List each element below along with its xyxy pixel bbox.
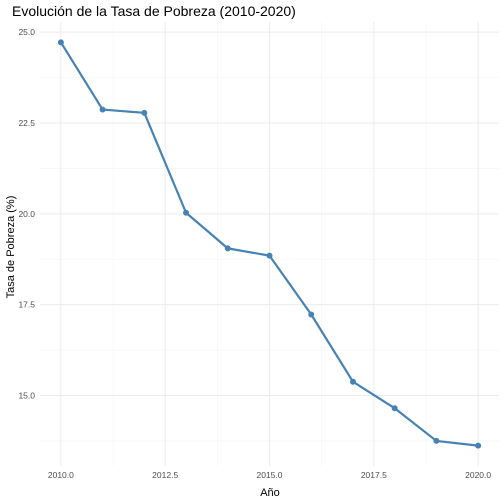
data-point	[475, 442, 482, 449]
y-tick-label: 25.0	[18, 27, 35, 37]
data-point	[349, 378, 356, 385]
data-point	[266, 252, 273, 259]
y-tick-label: 20.0	[18, 209, 35, 219]
data-point	[433, 437, 440, 444]
data-point	[224, 245, 231, 252]
y-tick-label: 22.5	[18, 118, 35, 128]
x-axis-title: Año	[260, 487, 280, 499]
x-tick-label: 2017.5	[361, 470, 387, 480]
y-tick-label: 15.0	[18, 391, 35, 401]
x-tick-label: 2015.0	[257, 470, 283, 480]
x-tick-label: 2012.5	[152, 470, 178, 480]
grid	[40, 22, 499, 466]
data-point	[308, 311, 315, 318]
y-axis-title: Tasa de Pobreza (%)	[5, 196, 17, 299]
x-axis: 2010.0 2012.5 2015.0 2017.5 2020.0	[48, 470, 492, 480]
y-axis: 15.0 17.5 20.0 22.5 25.0	[18, 27, 35, 400]
data-point	[99, 106, 106, 113]
data-point	[183, 209, 190, 216]
data-point	[391, 405, 398, 412]
points-layer	[57, 39, 482, 449]
data-point	[141, 109, 148, 116]
y-tick-label: 17.5	[18, 300, 35, 310]
x-tick-label: 2010.0	[48, 470, 74, 480]
chart-title: Evolución de la Tasa de Pobreza (2010-20…	[12, 3, 296, 19]
data-point	[57, 39, 64, 46]
x-tick-label: 2020.0	[465, 470, 491, 480]
